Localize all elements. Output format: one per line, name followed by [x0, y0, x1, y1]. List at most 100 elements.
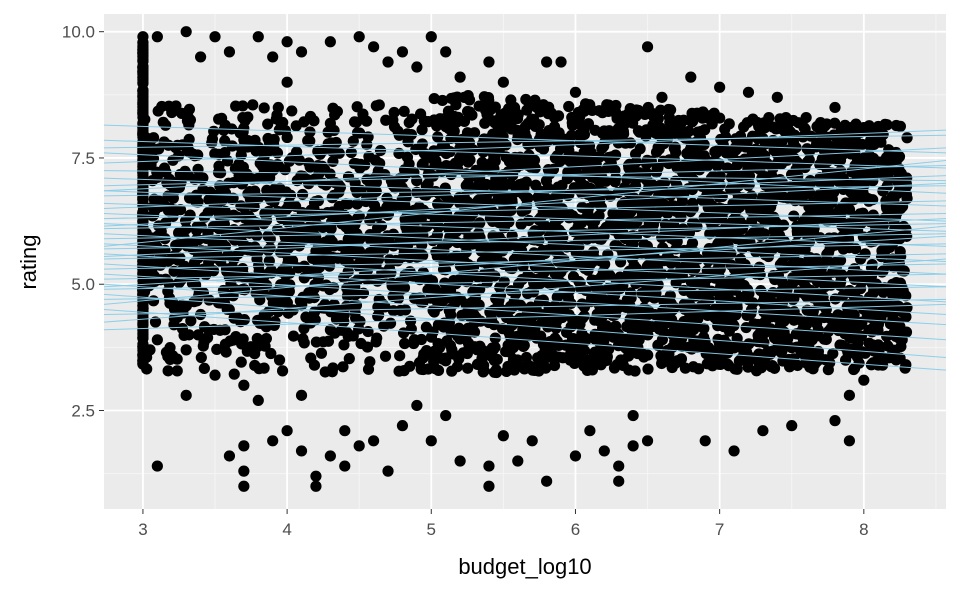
data-point: [282, 286, 295, 299]
data-point: [436, 94, 449, 107]
data-point: [491, 249, 503, 261]
data-point: [445, 92, 457, 105]
regression-line-1: [103, 124, 947, 154]
data-point: [440, 46, 452, 58]
regression-line-34: [103, 147, 947, 192]
data-point: [374, 157, 386, 169]
data-point: [601, 322, 613, 335]
data-point: [215, 255, 227, 268]
data-point: [308, 291, 320, 304]
data-point: [713, 191, 725, 203]
data-point: [269, 183, 281, 195]
data-point: [296, 188, 309, 201]
data-point: [771, 91, 783, 103]
data-point: [703, 254, 715, 266]
data-point: [237, 333, 249, 345]
data-point: [431, 348, 443, 360]
data-point: [656, 91, 668, 103]
data-point: [351, 101, 363, 113]
data-point: [675, 333, 688, 345]
data-point: [263, 136, 276, 149]
data-point: [550, 246, 562, 258]
data-point: [137, 200, 149, 212]
data-point: [768, 362, 781, 374]
data-point: [353, 31, 365, 43]
data-point: [444, 303, 456, 316]
data-point: [714, 112, 726, 124]
data-point: [249, 359, 261, 372]
data-point: [362, 363, 375, 375]
data-point: [630, 110, 642, 122]
data-point: [699, 435, 711, 447]
data-point: [617, 218, 629, 230]
data-point: [804, 177, 817, 189]
data-point: [252, 31, 264, 43]
data-point: [387, 179, 399, 191]
data-point: [188, 257, 201, 269]
data-point: [779, 250, 792, 262]
data-point: [824, 357, 836, 369]
data-point: [432, 364, 445, 377]
data-point: [586, 274, 598, 286]
data-point: [219, 205, 231, 217]
data-point: [642, 101, 654, 114]
data-point: [416, 124, 428, 136]
data-point: [326, 192, 338, 204]
data-point: [566, 313, 579, 325]
data-point: [318, 163, 331, 175]
data-point: [398, 247, 410, 259]
data-point: [264, 172, 276, 184]
data-point: [641, 41, 654, 53]
data-point: [824, 312, 836, 325]
data-point: [555, 266, 567, 278]
data-point: [293, 154, 306, 166]
data-point: [443, 123, 455, 135]
data-point: [174, 204, 187, 216]
data-point: [209, 189, 221, 201]
data-point: [627, 440, 639, 452]
data-point: [211, 343, 223, 355]
data-point: [716, 309, 728, 321]
data-point: [584, 182, 597, 195]
data-point: [264, 233, 276, 245]
data-point: [293, 214, 305, 226]
data-point: [305, 352, 317, 364]
data-point: [462, 90, 474, 102]
data-point: [302, 265, 314, 277]
data-point: [876, 266, 888, 278]
data-point: [890, 119, 902, 132]
data-point: [170, 100, 182, 112]
data-point: [569, 450, 582, 462]
data-point: [396, 46, 409, 58]
x-tick-label: 4: [282, 520, 291, 539]
data-point: [353, 245, 366, 257]
regression-line-31: [103, 258, 947, 323]
data-point: [629, 180, 642, 192]
data-point: [473, 359, 486, 371]
data-point: [403, 116, 415, 129]
data-point: [565, 129, 578, 142]
x-tick-label: 5: [427, 520, 436, 539]
data-point: [856, 138, 868, 150]
data-point: [347, 277, 359, 289]
data-point: [500, 139, 512, 151]
data-point: [460, 132, 472, 144]
data-point: [262, 244, 274, 256]
data-point: [374, 144, 387, 157]
data-point: [515, 299, 527, 312]
data-point: [772, 143, 784, 155]
data-point: [171, 365, 183, 377]
data-point: [189, 173, 201, 185]
data-point: [263, 255, 275, 267]
data-point: [474, 184, 486, 196]
data-point: [572, 221, 584, 233]
regression-line-20: [103, 243, 947, 260]
data-point: [427, 326, 439, 338]
data-point: [867, 166, 879, 179]
data-point: [609, 106, 622, 118]
data-point: [596, 142, 608, 155]
regression-line-15: [103, 233, 947, 275]
data-point: [529, 94, 541, 106]
data-point: [326, 206, 339, 218]
data-point: [488, 163, 500, 175]
